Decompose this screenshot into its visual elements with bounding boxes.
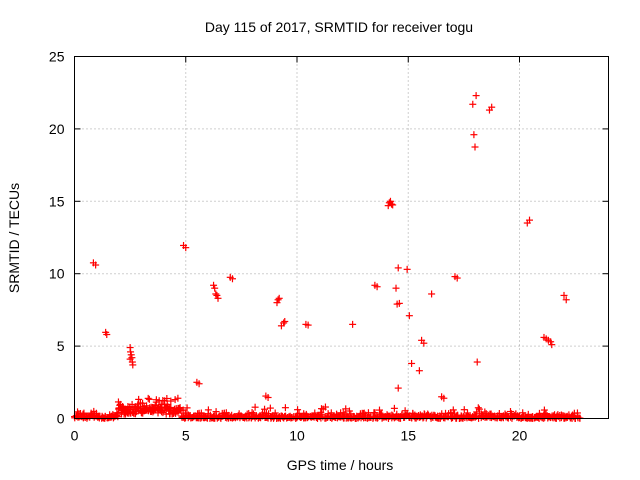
data-point	[562, 296, 570, 304]
data-point	[103, 331, 111, 339]
baseline-point	[174, 394, 182, 402]
data-point	[274, 296, 282, 304]
data-point	[415, 367, 423, 375]
data-point	[488, 103, 496, 111]
data-point	[182, 244, 190, 252]
data-points	[71, 92, 584, 422]
baseline-point	[375, 406, 383, 414]
x-axis-label: GPS time / hours	[287, 457, 394, 473]
baseline-point	[113, 412, 121, 420]
baseline-point	[464, 409, 472, 417]
baseline-point	[475, 405, 483, 413]
baseline-point	[540, 406, 548, 414]
y-tick-label: 20	[49, 121, 65, 137]
baseline-point	[144, 394, 152, 402]
x-tick-label: 15	[400, 428, 416, 444]
data-point	[394, 384, 402, 392]
data-point	[453, 274, 461, 282]
data-point	[548, 341, 556, 349]
data-point	[395, 299, 403, 307]
baseline-point	[167, 397, 175, 405]
data-point	[473, 358, 481, 366]
data-point	[211, 284, 219, 292]
y-tick-label: 0	[57, 411, 65, 427]
data-point	[405, 312, 413, 320]
data-point	[228, 275, 236, 283]
chart-title: Day 115 of 2017, SRMTID for receiver tog…	[205, 19, 473, 35]
baseline-point	[158, 408, 166, 416]
data-point	[264, 394, 272, 402]
x-tick-label: 5	[182, 428, 190, 444]
data-point	[394, 264, 402, 272]
baseline-point	[281, 404, 289, 412]
data-point	[470, 131, 478, 139]
data-point	[373, 283, 381, 291]
data-point	[304, 321, 312, 329]
y-tick-label: 15	[49, 193, 65, 209]
data-point	[349, 320, 357, 328]
data-point	[92, 261, 100, 269]
baseline-point	[294, 406, 302, 414]
baseline-point	[339, 409, 347, 417]
baseline-point	[251, 403, 259, 411]
baseline-point	[460, 406, 468, 414]
baseline-point	[481, 408, 489, 416]
data-point	[388, 200, 396, 208]
data-point	[281, 317, 289, 325]
baseline-point	[266, 404, 274, 412]
y-tick-label: 5	[57, 338, 65, 354]
baseline-point	[390, 404, 398, 412]
data-point	[195, 380, 203, 388]
data-point	[129, 361, 137, 369]
data-point	[280, 319, 288, 327]
data-point	[126, 355, 134, 363]
x-tick-label: 20	[512, 428, 528, 444]
data-point	[469, 100, 477, 108]
baseline-point	[139, 399, 147, 407]
baseline-point	[327, 409, 335, 417]
baseline-point	[135, 395, 143, 403]
baseline-point	[248, 409, 256, 417]
data-point	[392, 284, 400, 292]
baseline-point	[342, 405, 350, 413]
y-tick-label: 10	[49, 266, 65, 282]
data-point	[403, 265, 411, 273]
data-point	[214, 294, 222, 302]
data-point	[472, 92, 480, 100]
y-axis-label: SRMTID / TECUs	[6, 183, 22, 293]
data-point	[389, 201, 397, 209]
x-tick-label: 10	[289, 428, 305, 444]
grid-lines	[74, 56, 609, 419]
baseline-point	[212, 408, 220, 416]
data-point	[212, 290, 220, 298]
baseline-point	[163, 395, 171, 403]
baseline-point	[474, 404, 482, 412]
data-point	[275, 294, 283, 302]
x-tick-label: 0	[71, 428, 79, 444]
data-point	[560, 291, 568, 299]
data-point	[471, 143, 479, 151]
data-point	[428, 290, 436, 298]
baseline-point	[271, 409, 279, 417]
data-point	[408, 359, 416, 367]
axis-ticks	[74, 56, 609, 419]
data-point	[420, 339, 428, 347]
data-point	[440, 394, 448, 402]
baseline-point	[145, 395, 153, 403]
baseline-point	[449, 406, 457, 414]
data-point	[526, 216, 534, 224]
tick-labels: 0 5 10 15 20 0 5 10 15 20 25	[49, 49, 528, 444]
baseline-point	[321, 403, 329, 411]
baseline-point	[471, 413, 479, 421]
y-tick-label: 25	[49, 49, 65, 65]
plot-frame	[74, 56, 609, 419]
baseline-point	[261, 405, 269, 413]
baseline-point	[311, 409, 319, 417]
